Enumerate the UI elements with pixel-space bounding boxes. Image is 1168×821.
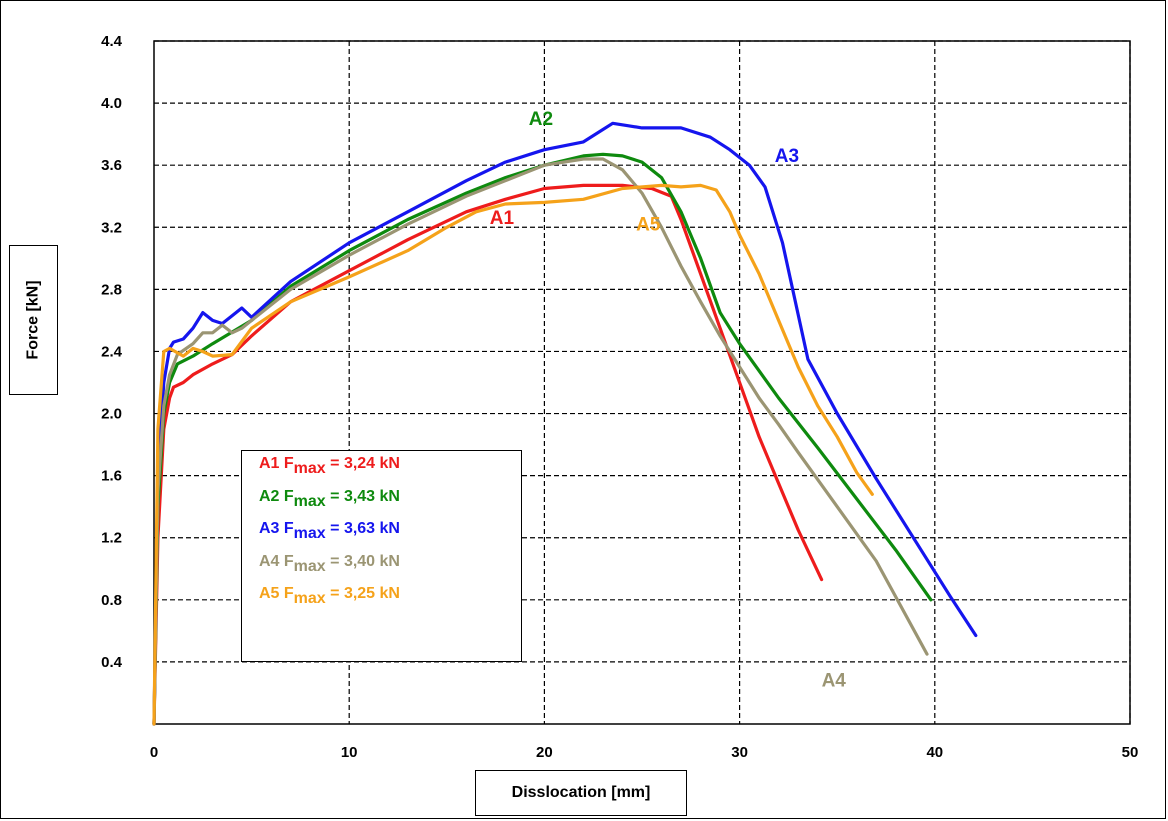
x-tick-labels: 0 10 20 30 40 50 [150,744,1139,761]
y-tick-label: 0.4 [101,654,123,671]
y-tick-label: 1.2 [101,530,122,547]
y-tick-label: 2.8 [101,281,122,298]
legend-entry-a5: A5 Fmax = 3,25 kN [259,585,400,607]
y-tick-label: 3.6 [101,157,122,174]
legend: A1 Fmax = 3,24 kN A2 Fmax = 3,43 kN A3 Fma… [241,450,522,662]
x-tick-label: 0 [150,744,158,761]
series-line-a3 [152,121,978,726]
series-annotation-a1: A1 [490,208,515,229]
y-tick-label: 3.2 [101,219,122,236]
series-annotations: A1 A2 A3 A4 A5 [490,109,847,692]
y-tick-label: 1.6 [101,468,122,485]
y-tick-labels: 0.4 0.8 1.2 1.6 2.0 2.4 2.8 3.2 3.6 4.0 4.4 [101,33,123,671]
y-tick-label: 0.8 [101,592,122,609]
legend-entry-a2: A2 Fmax = 3,43 kN [259,487,400,510]
series-line-a5 [152,183,874,726]
x-axis-title: Disslocation [mm] [511,784,651,801]
x-tick-label: 50 [1122,744,1139,761]
y-axis-title-box: Force [kN] [9,245,58,395]
x-tick-label: 30 [731,744,748,761]
legend-entry-a1: A1 Fmax = 3,24 kN [259,455,400,477]
series-annotation-a2: A2 [529,109,553,130]
grid [153,40,1131,725]
series-line-a4 [152,157,929,726]
legend-entry-a3: A3 Fmax = 3,63 kN [259,520,400,542]
series-annotation-a4: A4 [822,671,847,692]
series-annotation-a5: A5 [636,214,661,235]
series-annotation-a3: A3 [775,146,799,167]
y-tick-label: 4.0 [101,95,122,112]
y-tick-label: 2.4 [101,343,123,360]
y-axis-title: Force [kN] [24,280,42,360]
y-tick-label: 4.4 [101,33,123,50]
legend-entry-a4: A4 Fmax = 3,40 kN [259,552,400,575]
x-tick-label: 20 [536,744,553,761]
y-tick-label: 2.0 [101,406,122,423]
x-tick-label: 40 [926,744,943,761]
series-line-a1 [152,183,824,726]
x-tick-label: 10 [341,744,358,761]
x-axis-title-box: Disslocation [mm] [475,770,687,816]
series-layer [152,121,978,726]
